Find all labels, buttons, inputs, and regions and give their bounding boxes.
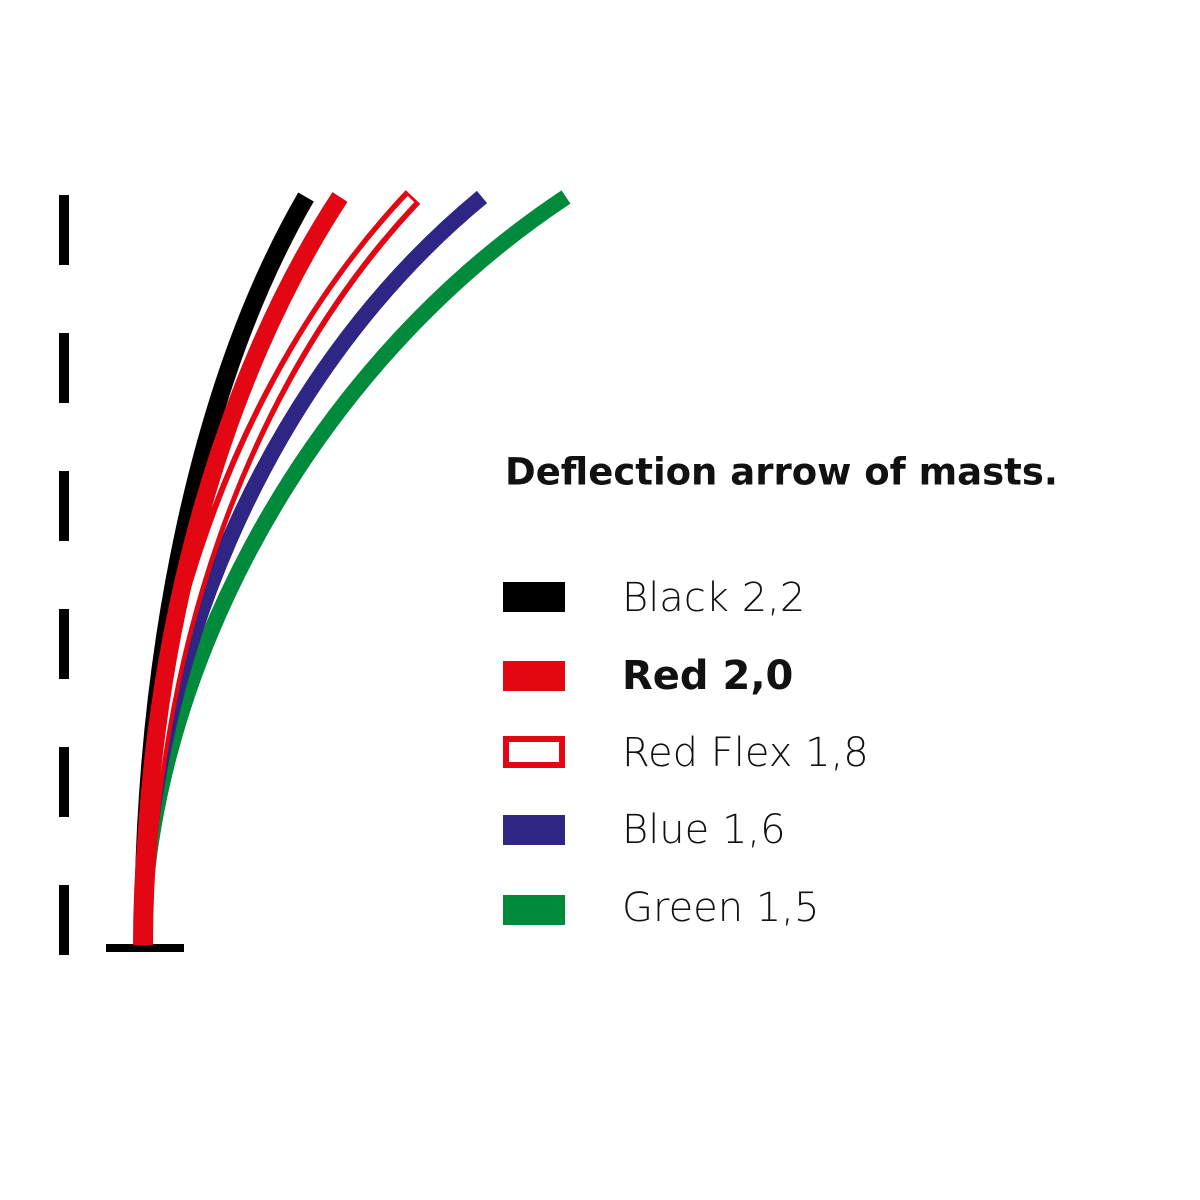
legend-label: Red Flex 1,8 bbox=[622, 730, 869, 776]
legend-swatch bbox=[503, 582, 565, 612]
legend-swatch bbox=[503, 736, 565, 768]
legend: Black 2,2 Red 2,0 Red Flex 1,8 Blue 1,6 … bbox=[503, 575, 869, 931]
curve-red bbox=[134, 192, 348, 946]
legend-swatch bbox=[503, 661, 565, 691]
legend-swatch bbox=[503, 895, 565, 925]
title: Deflection arrow of masts. bbox=[505, 451, 1058, 494]
legend-label: Green 1,5 bbox=[622, 885, 819, 931]
legend-swatch bbox=[503, 815, 565, 845]
mast-curves bbox=[133, 190, 571, 946]
legend-label: Red 2,0 bbox=[622, 653, 793, 699]
legend-label: Blue 1,6 bbox=[622, 807, 786, 853]
legend-label: Black 2,2 bbox=[622, 575, 805, 621]
